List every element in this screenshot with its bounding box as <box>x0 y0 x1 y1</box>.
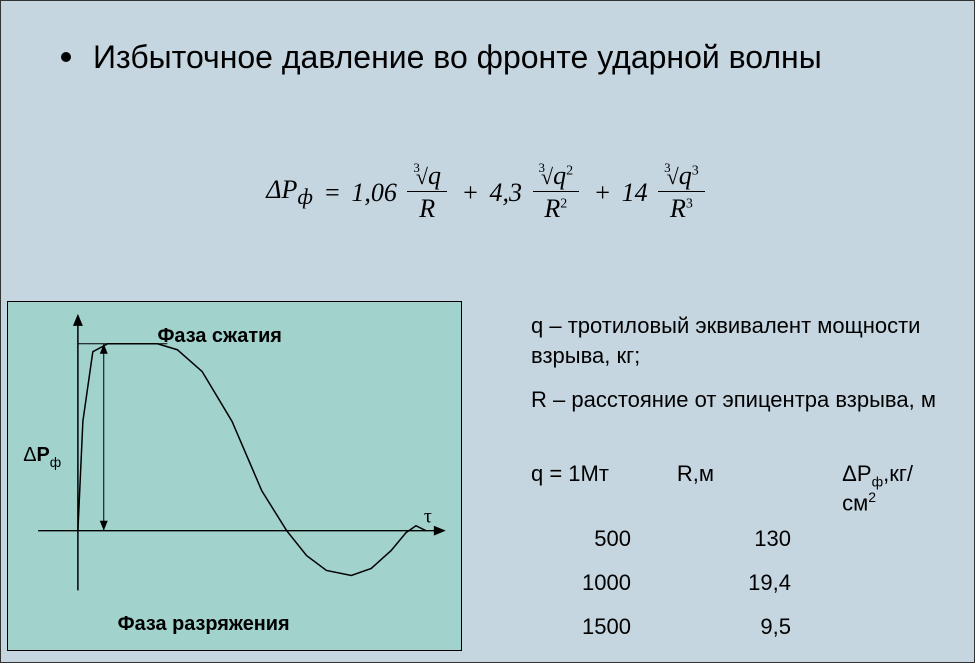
coef2: 4,3 <box>490 178 523 208</box>
cell-dp: 130 <box>681 517 851 561</box>
r-header: R,м <box>677 461 842 517</box>
formula-lhs: ΔPф <box>266 175 313 210</box>
wave-curve <box>78 344 426 576</box>
term2: 3√q2 R2 <box>533 161 580 224</box>
coef3: 14 <box>622 178 648 208</box>
slide-title: Избыточное давление во фронте ударной во… <box>93 37 822 77</box>
phase-compress-label: Фаза сжатия <box>157 325 281 347</box>
data-table: q = 1Мт R,м ΔPф,кг/см2 500 130 1000 19,4… <box>531 461 944 649</box>
tau-label: τ <box>424 506 432 528</box>
formula: ΔPф = 1,06 3√q R + 4,3 3√q2 R2 + 14 3√q3… <box>1 161 974 224</box>
chart-svg: Фаза сжатия Фаза разряжения τ ΔPф <box>8 302 461 650</box>
x-axis-arrow <box>434 526 446 536</box>
phase-rarefaction-label: Фаза разряжения <box>118 613 290 635</box>
cell-r: 500 <box>531 517 681 561</box>
pressure-wave-chart: Фаза сжатия Фаза разряжения τ ΔPф <box>7 301 462 651</box>
table-row: 1000 19,4 <box>531 561 944 605</box>
plus2: + <box>594 178 612 208</box>
cell-dp: 19,4 <box>681 561 851 605</box>
table-header: q = 1Мт R,м ΔPф,кг/см2 <box>531 461 944 517</box>
table-row: 500 130 <box>531 517 944 561</box>
table-row: 1500 9,5 <box>531 605 944 649</box>
cell-r: 1500 <box>531 605 681 649</box>
dp-axis-label: ΔPф <box>23 444 61 470</box>
dp-arrow-down <box>100 521 108 531</box>
definitions: q – тротиловый эквивалент мощности взрыв… <box>531 311 944 429</box>
p-sym: P <box>282 175 298 204</box>
phi-sub: ф <box>297 185 312 209</box>
cell-dp: 9,5 <box>681 605 851 649</box>
coef1: 1,06 <box>351 178 397 208</box>
term3: 3√q3 R3 <box>658 161 705 224</box>
q-header: q = 1Мт <box>531 461 677 517</box>
delta: Δ <box>266 175 281 204</box>
dp-header: ΔPф,кг/см2 <box>842 461 944 517</box>
slide-title-row: Избыточное давление во фронте ударной во… <box>61 37 934 77</box>
r-definition: R – расстояние от эпицентра взрыва, м <box>531 385 944 415</box>
plus1: + <box>461 178 479 208</box>
y-axis-arrow <box>73 314 83 326</box>
cell-r: 1000 <box>531 561 681 605</box>
q-definition: q – тротиловый эквивалент мощности взрыв… <box>531 311 944 371</box>
bullet-icon <box>61 52 71 62</box>
equals: = <box>323 178 341 208</box>
term1: 3√q R <box>407 161 447 224</box>
